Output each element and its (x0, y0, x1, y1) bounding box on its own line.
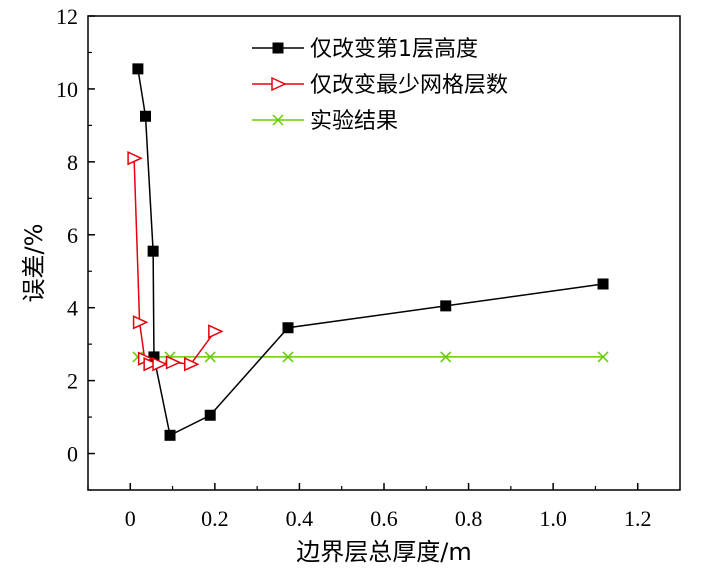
y-tick-label: 0 (67, 442, 78, 467)
x-tick-label: 0.2 (201, 506, 229, 531)
x-tick-label: 0.6 (370, 506, 398, 531)
data-point (140, 110, 152, 122)
data-point (204, 351, 216, 363)
legend-marker (272, 42, 284, 54)
data-point (282, 322, 294, 334)
series-0 (132, 63, 609, 441)
series-line (133, 158, 216, 365)
legend-marker (272, 114, 284, 126)
legend-label: 实验结果 (310, 109, 398, 134)
data-point (208, 324, 224, 339)
x-axis-label: 边界层总厚度/m (296, 538, 471, 566)
legend-item-0: 仅改变第1层高度 (252, 37, 478, 62)
y-tick-label: 12 (56, 4, 78, 29)
data-point (132, 315, 149, 330)
data-point (282, 351, 294, 363)
axis-ticks: 0 0.2 0.4 0.6 0.8 1.0 1.2 0 2 4 6 8 10 12 (56, 4, 651, 531)
data-point (147, 245, 159, 257)
x-tick-label: 0.4 (286, 506, 314, 531)
x-tick-label: 0.8 (455, 506, 483, 531)
data-point (440, 300, 452, 312)
data-point (165, 355, 182, 370)
y-tick-label: 10 (56, 77, 78, 102)
data-point (152, 357, 168, 372)
legend-label: 仅改变最少网格层数 (310, 73, 508, 98)
x-tick-label: 0 (125, 506, 136, 531)
data-point (164, 429, 176, 441)
data-point (127, 151, 143, 166)
y-tick-label: 6 (67, 223, 78, 248)
data-point (597, 351, 609, 363)
legend-marker (271, 76, 287, 92)
y-axis-label: 误差/% (20, 224, 48, 303)
legend-label: 仅改变第1层高度 (310, 37, 478, 62)
data-point (440, 351, 452, 363)
x-tick-label: 1.2 (624, 506, 652, 531)
legend-item-1: 仅改变最少网格层数 (252, 73, 508, 98)
data-point (204, 409, 216, 421)
y-tick-label: 2 (67, 369, 78, 394)
data-point (184, 357, 200, 372)
series-layer (127, 63, 609, 441)
data-point (597, 278, 609, 290)
legend-item-2: 实验结果 (252, 109, 398, 134)
y-tick-label: 8 (67, 150, 78, 175)
series-1 (127, 151, 224, 372)
y-tick-label: 4 (67, 296, 78, 321)
x-tick-label: 1.0 (539, 506, 567, 531)
data-point (132, 63, 144, 75)
series-2 (132, 351, 609, 363)
data-point (143, 357, 159, 372)
